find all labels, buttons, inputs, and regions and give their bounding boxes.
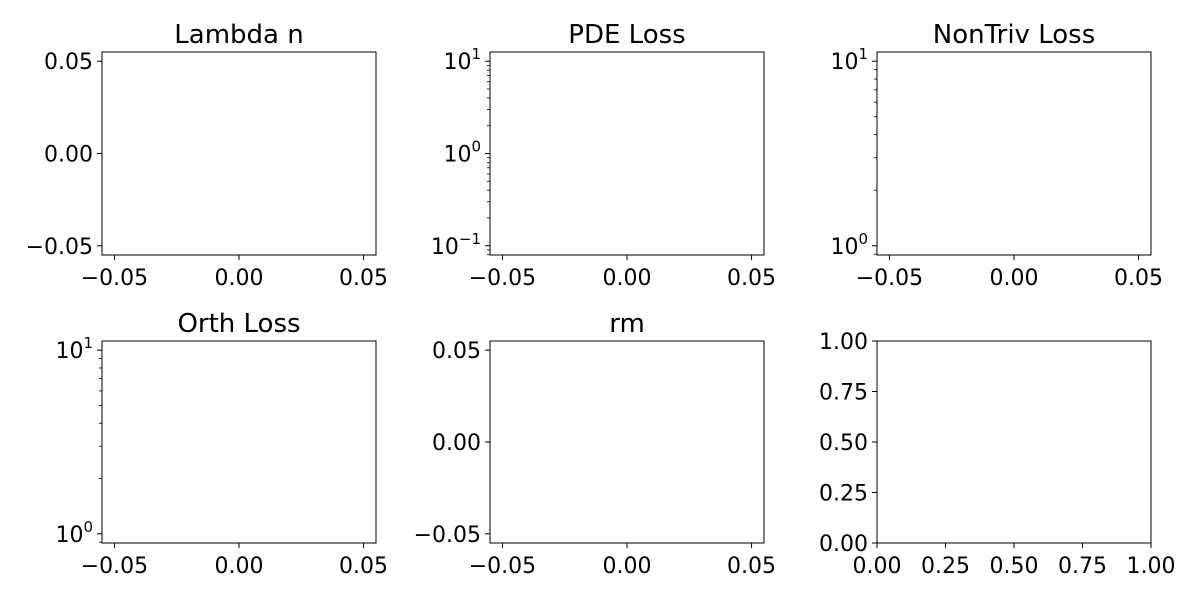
- y-tick-label-pde-loss: 101: [443, 45, 481, 75]
- x-tick-label-panel-6: 0.50: [990, 554, 1039, 579]
- y-tick-label-rm: 0.05: [432, 339, 481, 364]
- y-tick-label-orth-loss: 100: [55, 518, 93, 548]
- x-tick-label-nontriv-loss: 0.05: [1114, 266, 1163, 291]
- subplot-lambda-n: Lambda n −0.05 0.00 0.05 −0.05 0.00 0.05: [26, 20, 388, 291]
- axes-frame-pde-loss: [489, 51, 765, 256]
- subplot-pde-loss: PDE Loss −0.05 0.00 0.05 10−1 100 101: [431, 20, 776, 291]
- y-tick-label-lambda-n: −0.05: [26, 235, 93, 260]
- x-tick-label-panel-6: 0.25: [921, 554, 970, 579]
- y-tick-label-panel-6: 1.00: [819, 330, 868, 355]
- axes-title-lambda-n: Lambda n: [174, 20, 303, 50]
- x-tick-label-lambda-n: −0.05: [81, 266, 148, 291]
- axes-frame-rm: [489, 340, 765, 544]
- axes-frame-orth-loss: [101, 340, 377, 544]
- subplot-panel-6: 0.00 0.25 0.50 0.75 1.00 0.00 0.25 0.50 0.75 1.00: [819, 330, 1175, 579]
- y-tick-label-panel-6: 0.50: [819, 431, 868, 456]
- y-tick-label-pde-loss: 10−1: [431, 230, 481, 260]
- x-tick-label-orth-loss: 0.00: [215, 554, 264, 579]
- x-tick-label-nontriv-loss: 0.00: [990, 266, 1039, 291]
- y-tick-label-lambda-n: 0.00: [44, 143, 93, 168]
- subplot-orth-loss: Orth Loss −0.05 0.00 0.05 100 101: [55, 309, 388, 579]
- axes-title-rm: rm: [609, 309, 645, 339]
- x-tick-label-rm: 0.00: [603, 554, 652, 579]
- subplot-rm: rm −0.05 0.00 0.05 −0.05 0.00 0.05: [414, 309, 776, 579]
- y-tick-label-lambda-n: 0.05: [44, 50, 93, 75]
- x-tick-label-orth-loss: 0.05: [339, 554, 388, 579]
- axes-title-orth-loss: Orth Loss: [177, 309, 300, 339]
- y-tick-label-panel-6: 0.25: [819, 482, 868, 507]
- axes-frame-panel-6: [876, 340, 1152, 544]
- y-tick-label-panel-6: 0.75: [819, 381, 868, 406]
- y-tick-label-orth-loss: 101: [55, 334, 93, 364]
- x-tick-label-lambda-n: 0.05: [339, 266, 388, 291]
- x-tick-label-rm: 0.05: [727, 554, 776, 579]
- x-tick-label-panel-6: 1.00: [1127, 554, 1176, 579]
- y-tick-label-nontriv-loss: 100: [830, 230, 868, 260]
- subplot-nontriv-loss: NonTriv Loss −0.05 0.00 0.05 100 101: [830, 20, 1163, 291]
- axes-title-pde-loss: PDE Loss: [568, 20, 685, 50]
- x-tick-label-nontriv-loss: −0.05: [856, 266, 923, 291]
- y-tick-label-nontriv-loss: 101: [830, 45, 868, 75]
- axes-frame-lambda-n: [101, 51, 377, 256]
- x-tick-label-pde-loss: −0.05: [469, 266, 536, 291]
- x-tick-label-rm: −0.05: [469, 554, 536, 579]
- y-tick-label-rm: 0.00: [432, 431, 481, 456]
- x-tick-label-orth-loss: −0.05: [81, 554, 148, 579]
- y-tick-label-panel-6: 0.00: [819, 532, 868, 557]
- x-tick-label-lambda-n: 0.00: [215, 266, 264, 291]
- y-tick-label-rm: −0.05: [414, 523, 481, 548]
- x-tick-label-panel-6: 0.00: [853, 554, 902, 579]
- y-tick-label-pde-loss: 100: [443, 137, 481, 167]
- axes-frame-nontriv-loss: [876, 51, 1152, 256]
- x-tick-label-pde-loss: 0.00: [603, 266, 652, 291]
- x-tick-label-pde-loss: 0.05: [727, 266, 776, 291]
- axes-title-nontriv-loss: NonTriv Loss: [933, 20, 1096, 50]
- x-tick-label-panel-6: 0.75: [1058, 554, 1107, 579]
